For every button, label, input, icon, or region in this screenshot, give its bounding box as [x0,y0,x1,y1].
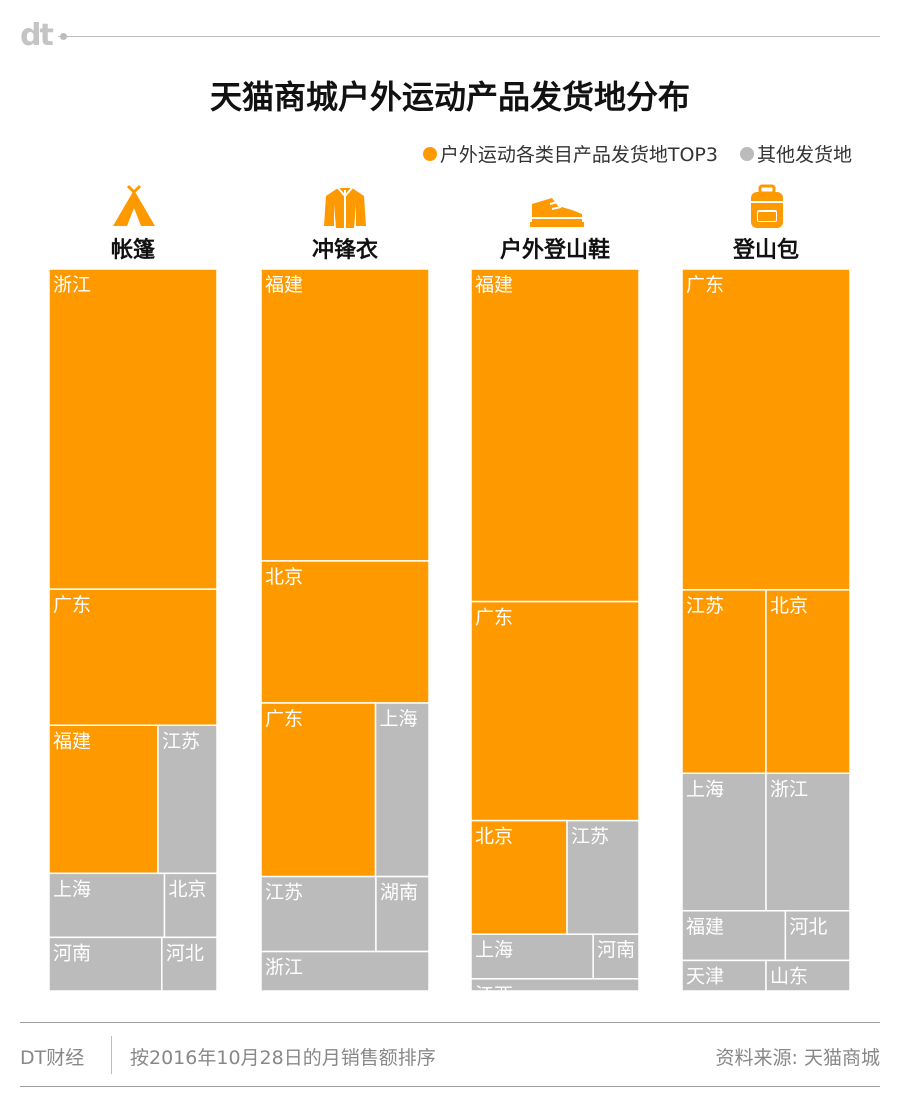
cell-label-shoe-河南: 河南 [597,939,635,961]
cell-shoe-河南 [592,933,640,980]
cell-jacket-福建 [260,268,430,562]
cell-shoe-江西 [470,978,640,992]
legend-swatch-other [739,146,754,161]
hiking-shoe-icon [530,198,584,227]
cell-jacket-广东 [260,702,377,878]
cell-label-tent-福建: 福建 [53,730,91,752]
cell-label-backpack-山东: 山东 [770,965,808,987]
cell-label-backpack-北京: 北京 [770,595,808,617]
cell-label-jacket-江苏: 江苏 [265,882,303,904]
cell-shoe-上海 [470,933,594,980]
cell-backpack-上海 [681,772,767,912]
cell-shoe-北京 [470,819,568,935]
cell-label-shoe-北京: 北京 [475,826,513,848]
cell-label-tent-广东: 广东 [53,594,91,616]
cell-tent-江苏 [157,724,218,875]
cell-label-shoe-广东: 广东 [475,607,513,629]
header-rule [58,36,880,37]
cell-label-tent-浙江: 浙江 [53,274,91,296]
cell-shoe-江苏 [566,819,640,935]
cell-label-backpack-上海: 上海 [686,778,724,800]
legend-swatch-top3 [422,146,437,161]
footer-brand: DT财经 [20,1047,85,1069]
footer-rule-top [20,1022,880,1023]
footer-note: 按2016年10月28日的月销售额排序 [130,1047,436,1069]
cell-label-tent-上海: 上海 [53,878,91,900]
cell-shoe-福建 [470,268,640,603]
cell-backpack-广东 [681,268,851,591]
cell-label-backpack-浙江: 浙江 [770,778,808,800]
legend-item-top3: 户外运动各类目产品发货地TOP3 [422,140,718,167]
cell-label-shoe-江西: 江西 [475,984,513,1006]
cell-label-tent-河南: 河南 [53,942,91,964]
cell-label-backpack-福建: 福建 [686,916,724,938]
cell-label-shoe-江苏: 江苏 [571,826,609,848]
cell-tent-广东 [48,588,218,727]
cell-tent-浙江 [48,268,218,590]
cell-label-jacket-浙江: 浙江 [265,957,303,979]
chart-title: 天猫商城户外运动产品发货地分布 [209,78,690,116]
cell-label-backpack-江苏: 江苏 [686,595,724,617]
cell-label-tent-江苏: 江苏 [162,730,200,752]
category-title-backpack: 登山包 [732,238,799,263]
legend: 户外运动各类目产品发货地TOP3 其他发货地 [422,140,852,167]
cell-label-jacket-广东: 广东 [265,708,303,730]
cell-tent-福建 [48,724,159,875]
cell-label-jacket-湖南: 湖南 [380,882,418,904]
cell-backpack-山东 [765,959,851,992]
cell-tent-河南 [48,936,163,992]
cell-jacket-浙江 [260,950,430,992]
legend-item-other: 其他发货地 [739,140,852,167]
legend-label-other: 其他发货地 [756,144,852,166]
category-title-jacket: 冲锋衣 [311,238,378,263]
footer-source: 资料来源: 天猫商城 [715,1047,880,1069]
cell-backpack-河北 [784,910,851,962]
cell-jacket-北京 [260,560,430,704]
cell-backpack-北京 [765,589,851,775]
cell-label-jacket-上海: 上海 [380,708,418,730]
cell-label-shoe-上海: 上海 [475,939,513,961]
cell-tent-河北 [161,936,218,992]
footer-rule-bottom [20,1086,880,1087]
jacket-icon [324,187,366,228]
cell-label-jacket-福建: 福建 [265,274,303,296]
cell-tent-上海 [48,872,166,939]
cell-tent-北京 [163,872,218,939]
category-title-shoe: 户外登山鞋 [499,238,610,263]
cell-label-jacket-北京: 北京 [265,566,303,588]
cell-label-tent-河北: 河北 [166,942,204,964]
cell-label-backpack-广东: 广东 [686,274,724,296]
footer-separator [111,1036,112,1074]
cell-backpack-江苏 [681,589,767,775]
category-title-tent: 帐篷 [110,238,155,263]
cell-label-backpack-河北: 河北 [789,916,827,938]
cell-shoe-广东 [470,600,640,822]
cell-label-shoe-福建: 福建 [475,274,513,296]
cell-backpack-浙江 [765,772,851,912]
backpack-icon [751,184,783,228]
legend-label-top3: 户外运动各类目产品发货地TOP3 [439,144,718,166]
cell-label-tent-北京: 北京 [169,878,207,900]
tent-icon [113,184,155,226]
cell-label-backpack-天津: 天津 [686,965,724,987]
brand-logo: dt [20,18,54,53]
